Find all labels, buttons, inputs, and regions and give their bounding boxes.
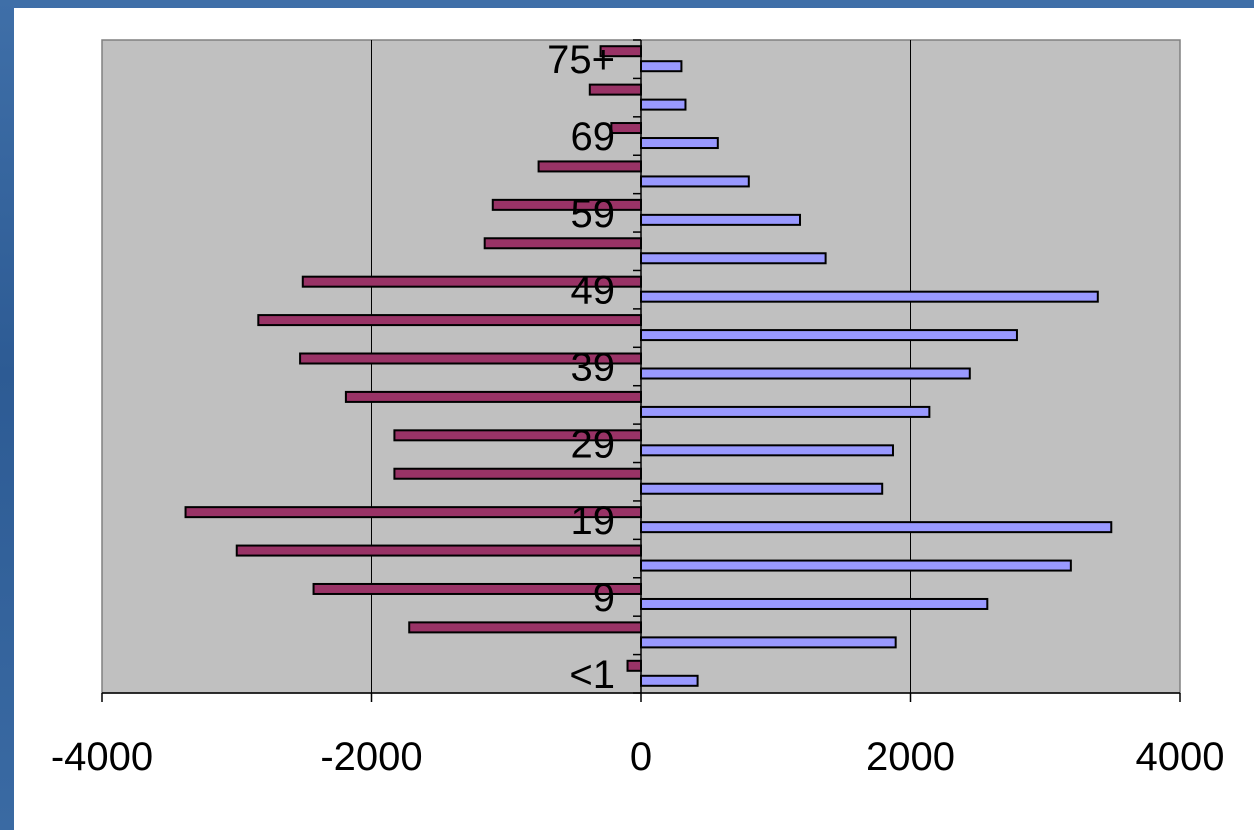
x-tick-label: 0: [630, 735, 652, 779]
bar-right: [640, 405, 931, 418]
bar-left: [257, 314, 642, 327]
bar-right: [640, 444, 894, 457]
bar-left: [393, 467, 642, 480]
axes: [101, 39, 1181, 702]
category-label: 29: [571, 422, 616, 466]
bar-right: [640, 559, 1072, 572]
right-series-bars: [640, 60, 1113, 687]
slide-background: <1 9 19 29 39 49 59 69 75+ -4000 -2000 0 2000 4000: [14, 8, 1254, 830]
bar-right: [640, 329, 1018, 342]
category-label: 49: [571, 269, 616, 313]
bar-right: [640, 482, 884, 495]
category-label: 59: [571, 192, 616, 236]
bar-right: [640, 175, 750, 188]
category-label: 39: [571, 346, 616, 390]
population-pyramid-chart: <1 9 19 29 39 49 59 69 75+ -4000 -2000 0 2000 4000: [51, 38, 1225, 779]
bar-left: [491, 198, 642, 211]
bar-right: [640, 521, 1113, 534]
bar-right: [640, 213, 802, 226]
bar-right: [640, 60, 683, 73]
bar-left: [344, 390, 642, 403]
x-tick-label: -2000: [320, 735, 422, 779]
bar-left: [588, 83, 642, 96]
x-tick-label: -4000: [51, 735, 153, 779]
bar-left: [483, 237, 642, 250]
left-series-bars: [184, 45, 643, 672]
bar-left: [537, 160, 643, 173]
bar-left: [408, 621, 643, 634]
bar-right: [640, 636, 897, 649]
category-labels: <1 9 19 29 39 49 59 69 75+: [547, 38, 615, 697]
bar-left: [235, 544, 642, 557]
category-label: 75+: [547, 38, 615, 82]
x-tick-label: 4000: [1136, 735, 1225, 779]
category-label: 9: [593, 576, 615, 620]
bar-right: [640, 367, 971, 380]
bar-right: [640, 290, 1099, 303]
bar-right: [640, 98, 687, 111]
category-label: 19: [571, 499, 616, 543]
bar-right: [640, 252, 827, 265]
x-tick-label: 2000: [866, 735, 955, 779]
category-label: <1: [569, 653, 615, 697]
bar-right: [640, 674, 699, 687]
category-label: 69: [571, 115, 616, 159]
bar-left: [610, 122, 642, 135]
bar-right: [640, 597, 989, 610]
bar-right: [640, 137, 719, 150]
bar-left: [626, 659, 643, 672]
x-tick-labels: -4000 -2000 0 2000 4000: [51, 735, 1225, 779]
